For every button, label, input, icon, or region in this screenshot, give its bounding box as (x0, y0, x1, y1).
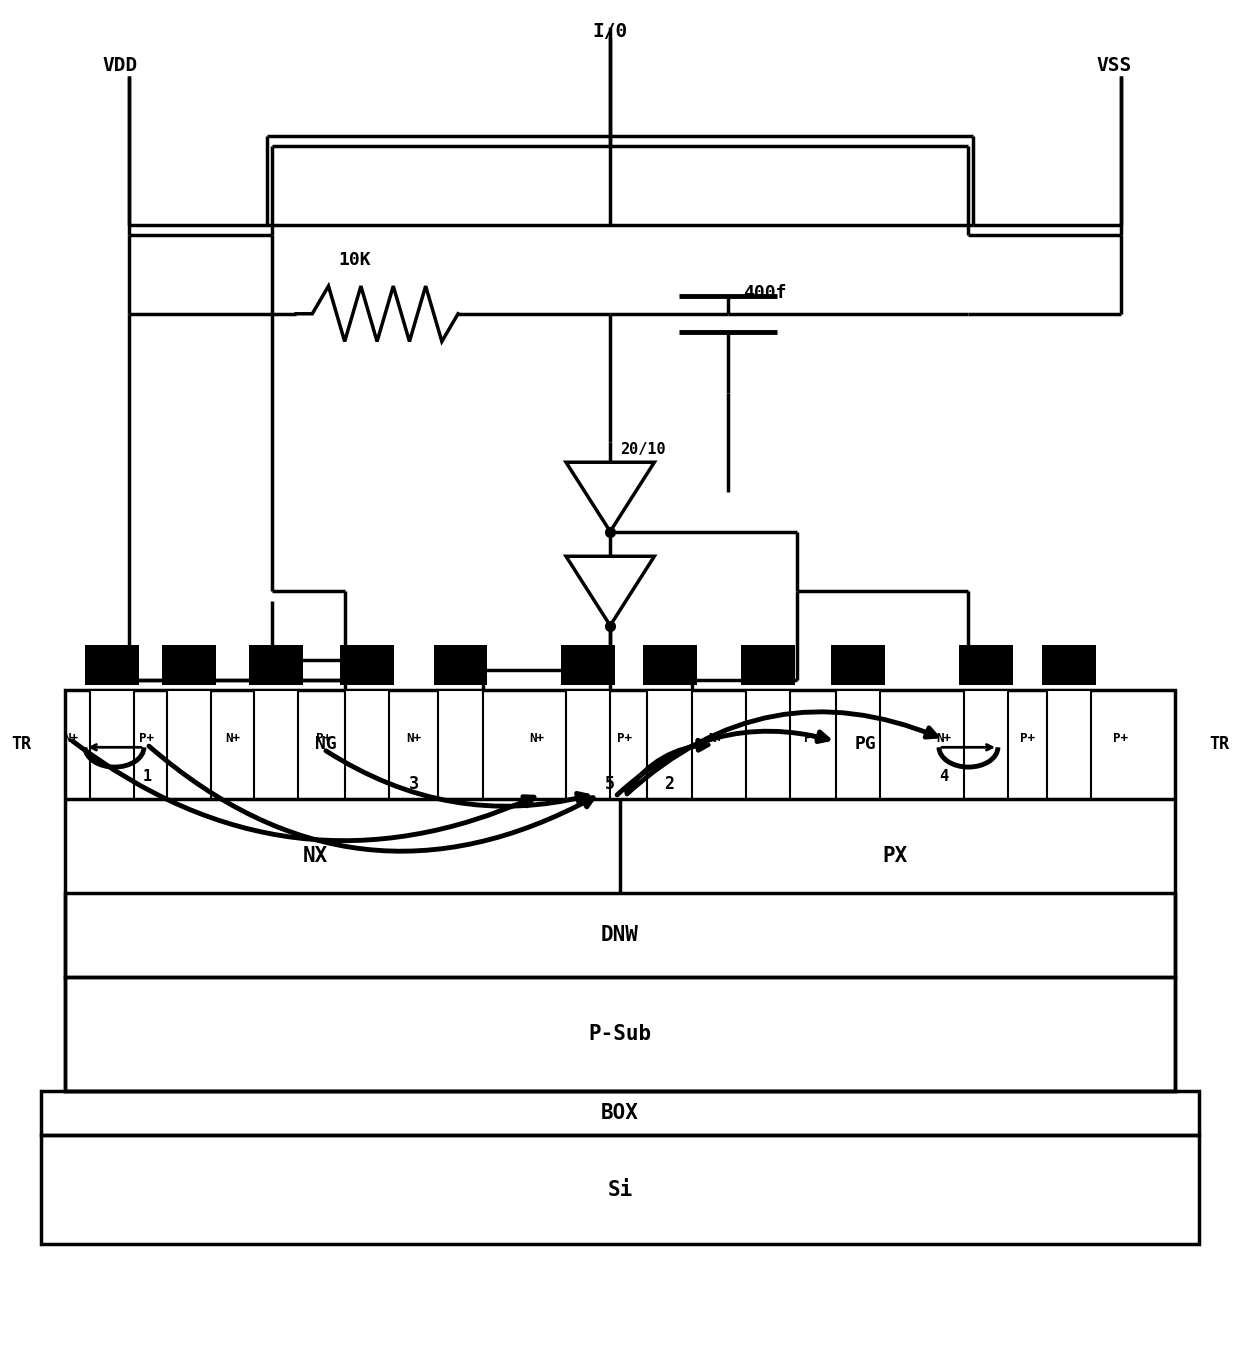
FancyArrowPatch shape (326, 750, 588, 806)
Bar (439, 689, 482, 799)
Text: 2: 2 (665, 775, 675, 792)
Bar (1042, 646, 1096, 685)
Bar (831, 646, 885, 685)
FancyArrowPatch shape (627, 712, 936, 794)
Text: VSS: VSS (1096, 57, 1131, 76)
Bar (254, 689, 298, 799)
Text: N+: N+ (936, 733, 951, 745)
Text: 1: 1 (143, 768, 151, 783)
Bar (647, 689, 692, 799)
Text: VDD: VDD (103, 57, 138, 76)
Text: N+: N+ (407, 733, 422, 745)
Text: P+: P+ (804, 733, 818, 745)
Text: BOX: BOX (601, 1103, 639, 1124)
Text: NG: NG (315, 735, 336, 753)
Bar (642, 646, 697, 685)
Bar (166, 689, 211, 799)
Text: 4: 4 (940, 768, 949, 783)
Text: N+: N+ (63, 733, 78, 745)
Bar (86, 646, 139, 685)
Bar (249, 646, 303, 685)
Bar (345, 689, 389, 799)
Bar (836, 689, 880, 799)
Text: Si: Si (608, 1179, 632, 1200)
Bar (161, 646, 216, 685)
Text: TR: TR (11, 735, 31, 753)
Bar (740, 646, 795, 685)
FancyArrowPatch shape (618, 731, 828, 795)
Bar (565, 689, 610, 799)
Text: 5: 5 (605, 775, 615, 792)
FancyArrowPatch shape (626, 741, 708, 791)
Bar (41, 1136, 1199, 1244)
FancyArrowPatch shape (73, 741, 534, 841)
FancyArrowPatch shape (149, 746, 593, 851)
Bar (91, 689, 134, 799)
Text: N+: N+ (224, 733, 239, 745)
Text: 400f: 400f (743, 284, 786, 303)
Bar (41, 1091, 1199, 1136)
Text: P+: P+ (618, 733, 632, 745)
Text: NX: NX (303, 845, 329, 866)
Text: PX: PX (882, 845, 908, 866)
Text: P+: P+ (1019, 733, 1035, 745)
Text: 3: 3 (409, 775, 419, 792)
Text: P+: P+ (1114, 733, 1128, 745)
Bar (340, 646, 394, 685)
Text: PG: PG (854, 735, 877, 753)
Bar (1047, 689, 1091, 799)
Bar (562, 646, 615, 685)
Bar (959, 646, 1013, 685)
Bar (963, 689, 1008, 799)
Text: I/0: I/0 (593, 22, 627, 41)
Text: 20/10: 20/10 (620, 442, 666, 457)
Bar (66, 977, 1174, 1091)
Text: N+: N+ (709, 733, 724, 745)
Bar (66, 689, 1174, 1091)
Bar (745, 689, 790, 799)
Text: DNW: DNW (601, 925, 639, 944)
Bar (434, 646, 487, 685)
Text: P+: P+ (139, 733, 155, 745)
Text: 10K: 10K (339, 251, 371, 269)
Text: P+: P+ (316, 733, 331, 745)
Text: N+: N+ (529, 733, 544, 745)
Text: P-Sub: P-Sub (589, 1023, 651, 1044)
Bar (66, 893, 1174, 977)
Text: TR: TR (1209, 735, 1229, 753)
